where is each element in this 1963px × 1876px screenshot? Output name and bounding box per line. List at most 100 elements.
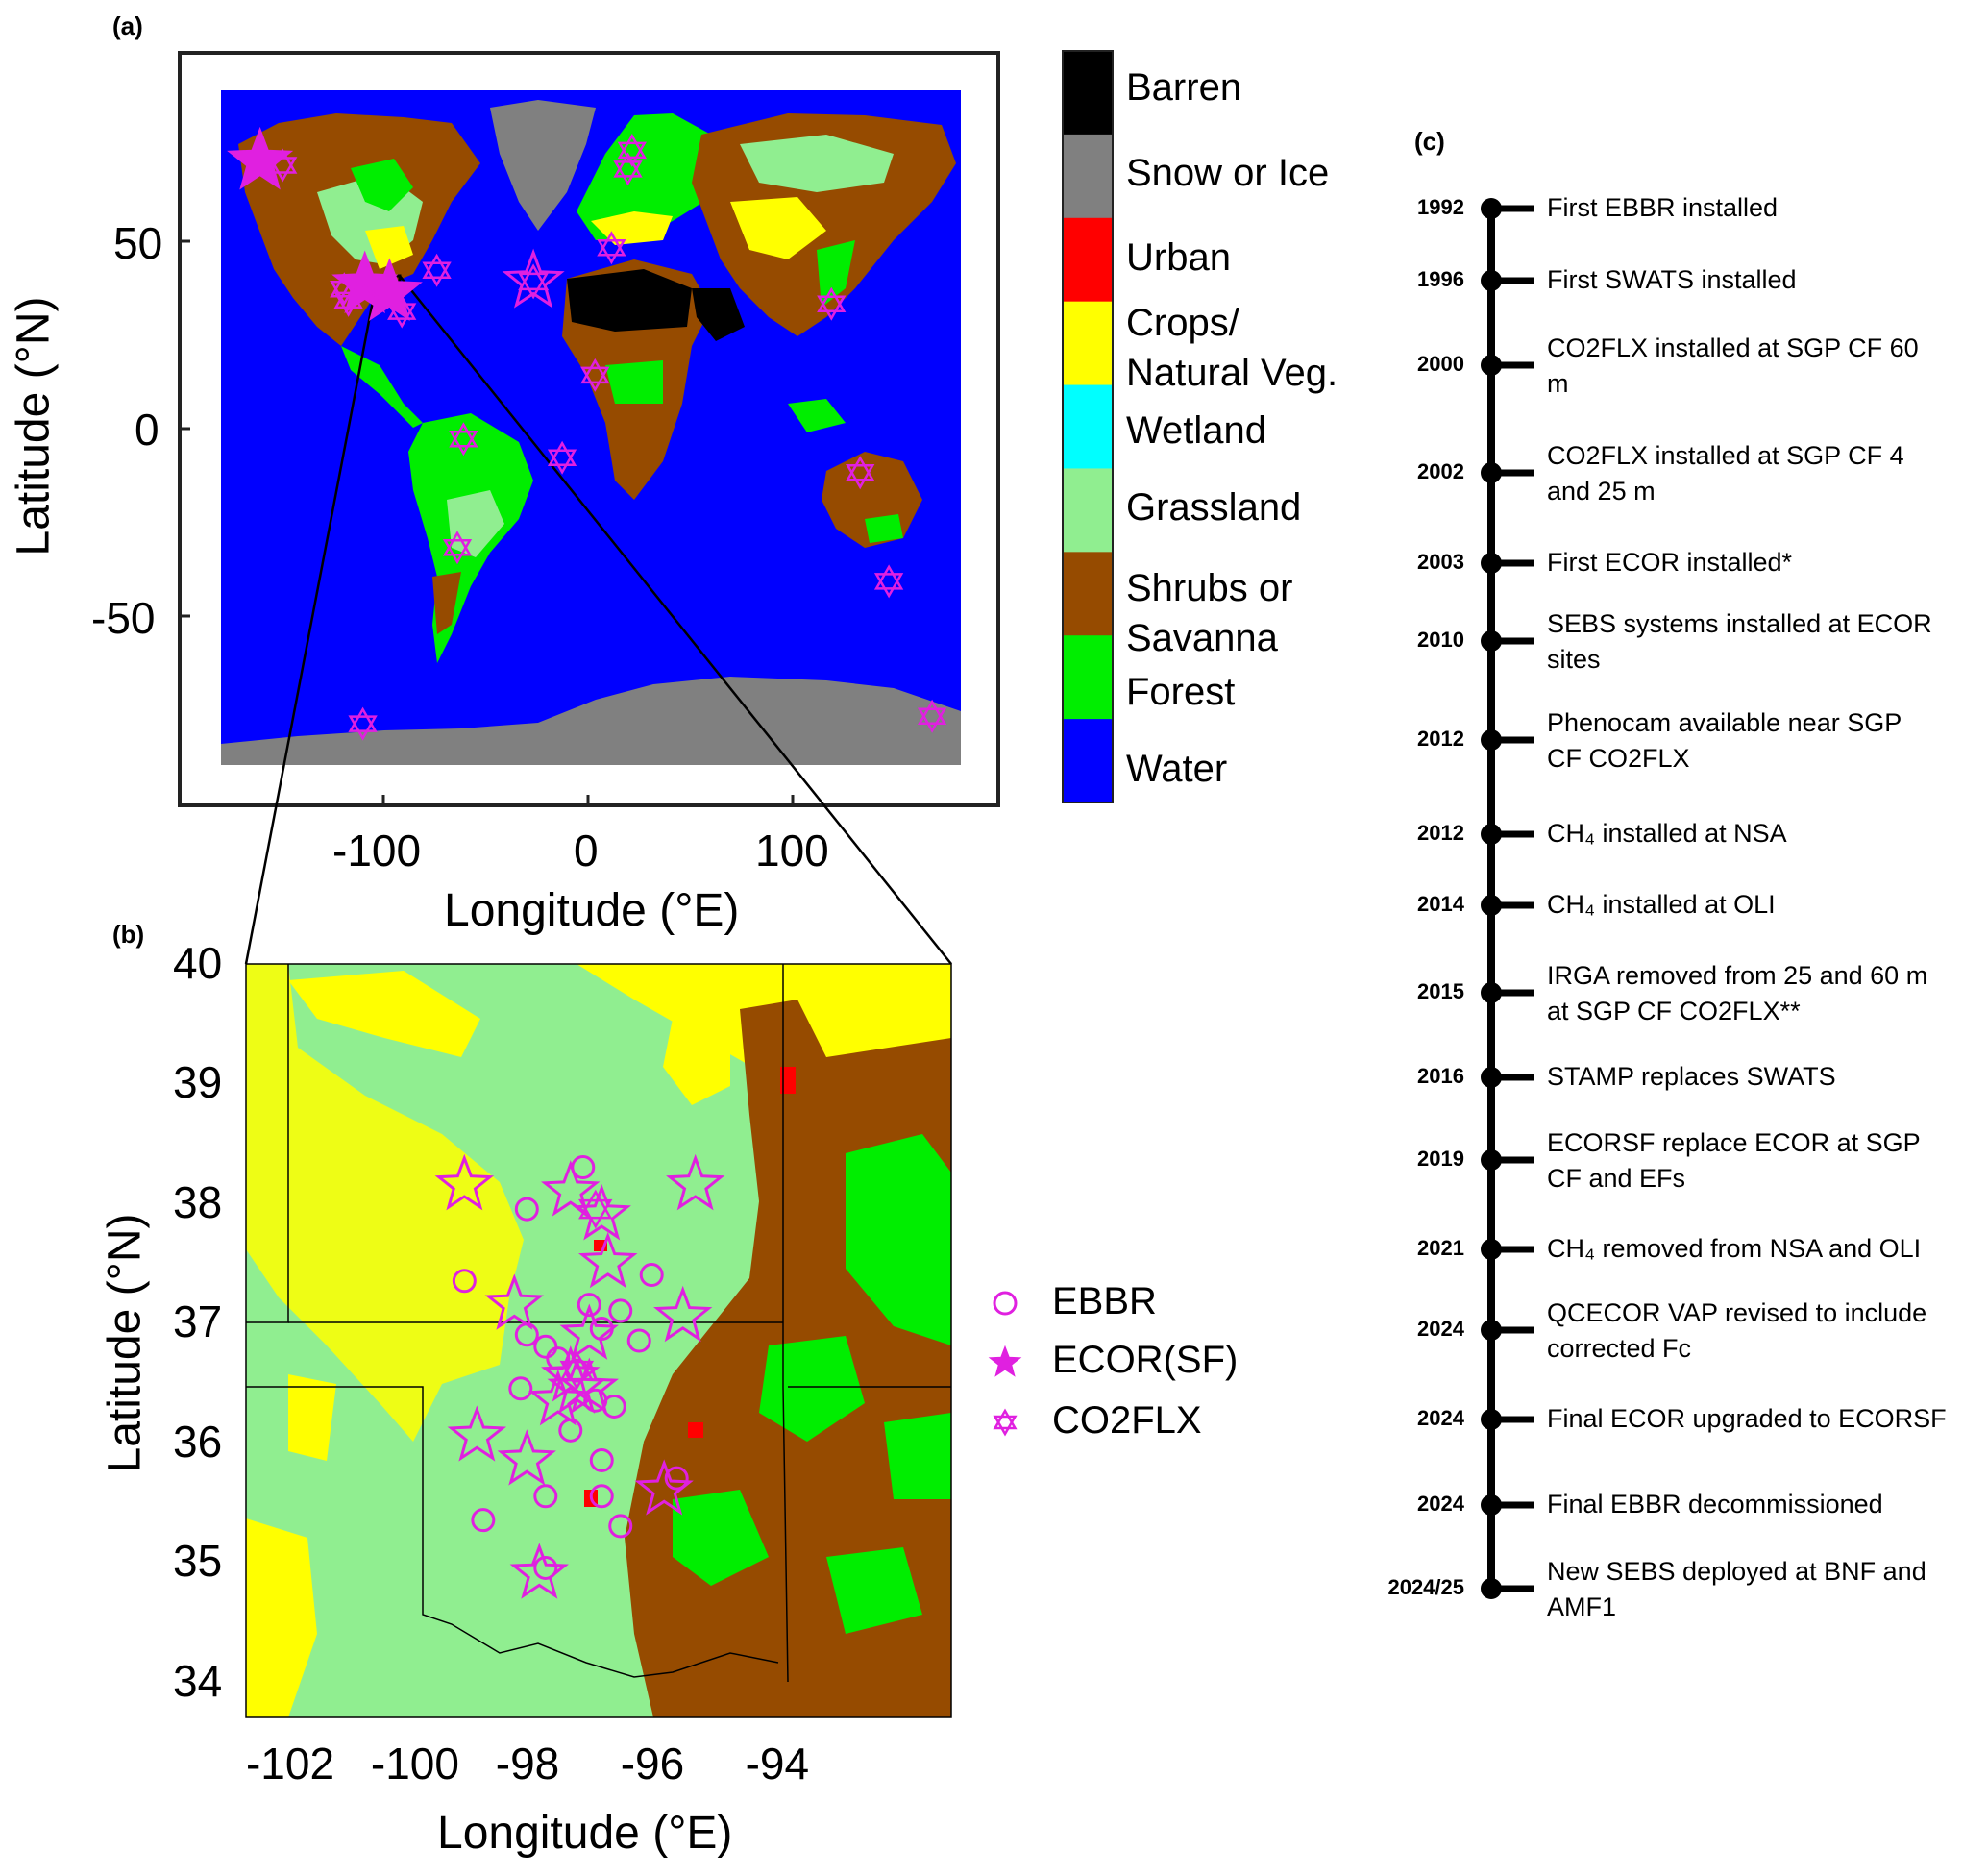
colorbar-swatch (1063, 384, 1113, 469)
map-a-xtick-0: -100 (332, 826, 422, 876)
ebbr-marker (589, 1447, 614, 1472)
colorbar-label: Water (1126, 748, 1228, 790)
map-b-markers (434, 1153, 725, 1599)
legend-co2flx-marker (993, 1408, 1018, 1430)
map-b-xtick: -96 (620, 1739, 685, 1789)
map-a-ylabel: Latitude (°N) (8, 296, 60, 556)
map-b-ytick: 40 (173, 938, 223, 988)
timeline-year: 2015 (1417, 979, 1464, 1003)
co2flx-marker (578, 1189, 613, 1220)
antarctica (221, 677, 961, 765)
timeline-year: 2024/25 (1387, 1575, 1464, 1599)
site-marker-co2flx (580, 358, 610, 384)
timeline (1481, 198, 1534, 1599)
site-marker-co2flx (817, 295, 847, 321)
ebbr-marker (514, 1197, 539, 1222)
timeline-year: 2003 (1417, 550, 1464, 574)
colorbar-swatch (1063, 719, 1113, 803)
timeline-year: 2002 (1417, 459, 1464, 483)
map-b-ytick: 39 (173, 1057, 223, 1108)
ebbr-marker (471, 1508, 496, 1533)
timeline-year: 2024 (1417, 1317, 1464, 1341)
site-marker-co2flx (348, 706, 378, 732)
map-a-xtick-1: 0 (574, 826, 599, 876)
ebbr-marker (533, 1334, 558, 1359)
colorbar-swatch (1063, 552, 1113, 636)
site-marker-co2flx (387, 303, 417, 329)
colorbar-swatch (1063, 51, 1113, 136)
ecor-marker (484, 1273, 544, 1330)
timeline-year: 2021 (1417, 1236, 1464, 1260)
legend-ebbr-marker (993, 1291, 1018, 1316)
timeline-year: 2014 (1417, 892, 1464, 916)
co2flx-marker (559, 1360, 595, 1391)
ecor-marker (666, 1153, 725, 1211)
site-marker-co2flx (597, 239, 626, 265)
ebbr-marker (608, 1298, 633, 1323)
map-b-ytick: 34 (173, 1655, 223, 1706)
ebbr-marker (639, 1263, 664, 1288)
ebbr-marker (533, 1484, 558, 1509)
timeline-year: 1996 (1417, 267, 1464, 291)
legend-ecor-marker (988, 1345, 1022, 1377)
site-marker-co2flx (268, 148, 298, 174)
map-a-xtick-2: 100 (755, 826, 829, 876)
ebbr-marker (589, 1484, 614, 1509)
ecor-marker (497, 1429, 556, 1486)
colorbar-swatch (1063, 217, 1113, 303)
map-b-xtick: -94 (745, 1739, 810, 1789)
timeline-event: Final EBBR decommissioned (1547, 1490, 1883, 1518)
timeline-event: Phenocam available near SGP CF CO2FLX (1547, 708, 1902, 773)
ebbr-marker (514, 1322, 539, 1347)
ecor-marker (509, 1543, 569, 1599)
map-b-xtick: -98 (495, 1739, 560, 1789)
map-a-ticks (180, 239, 795, 805)
site-marker-ecor (502, 248, 565, 309)
site-marker-co2flx (846, 464, 875, 490)
ebbr-marker (608, 1514, 633, 1539)
legend-ebbr: EBBR (1052, 1280, 1157, 1322)
legend-co2flx-marker (993, 1415, 1018, 1437)
map-b-xtick: -100 (370, 1739, 459, 1789)
site-marker-co2flx (422, 253, 452, 279)
site-marker-co2flx (449, 430, 478, 457)
map-b-ylabel: Latitude (°N) (99, 1213, 151, 1473)
zoom-line-left (244, 300, 375, 965)
colorbar-label: Snow or Ice (1126, 152, 1330, 194)
site-marker-co2flx (268, 157, 298, 183)
site-marker-co2flx (613, 160, 643, 186)
site-marker-co2flx (348, 715, 378, 741)
colorbar-label: Urban (1126, 236, 1231, 279)
map-b-legend (988, 1291, 1022, 1437)
ecor-marker (447, 1405, 507, 1462)
timeline-event: CO2FLX installed at SGP CF 60 m (1547, 333, 1919, 398)
panel-b-label: (b) (112, 920, 145, 949)
ecor-marker (541, 1160, 601, 1217)
site-marker-co2flx (580, 366, 610, 392)
timeline-event: First SWATS installed (1547, 265, 1797, 294)
site-marker-co2flx (442, 531, 473, 556)
timeline-event: First ECOR installed* (1547, 548, 1793, 577)
ebbr-marker (626, 1328, 651, 1353)
colorbar-label: Barren (1126, 66, 1242, 109)
timeline-year: 2012 (1417, 727, 1464, 751)
map-b-ytick: 36 (173, 1416, 223, 1467)
map-a-ytick-2: -50 (91, 593, 156, 643)
site-marker-co2flx (518, 272, 550, 300)
site-marker-co2flx (817, 286, 847, 313)
site-marker-co2flx (387, 294, 417, 320)
map-a-ytick-1: 0 (135, 405, 159, 455)
timeline-year: 2000 (1417, 352, 1464, 376)
timeline-year: 2010 (1417, 628, 1464, 652)
site-marker-co2flx (442, 539, 473, 565)
timeline-event: CO2FLX installed at SGP CF 4 and 25 m (1547, 441, 1904, 506)
timeline-year: 1992 (1417, 195, 1464, 219)
legend-ecor: ECOR(SF) (1052, 1339, 1239, 1381)
site-marker-co2flx (617, 133, 647, 160)
timeline-event: QCECOR VAP revised to include corrected … (1547, 1298, 1927, 1363)
map-a-xlabel: Longitude (°E) (444, 885, 740, 936)
ebbr-marker (589, 1317, 614, 1342)
colorbar-swatch (1063, 301, 1113, 386)
ebbr-marker (664, 1466, 689, 1491)
